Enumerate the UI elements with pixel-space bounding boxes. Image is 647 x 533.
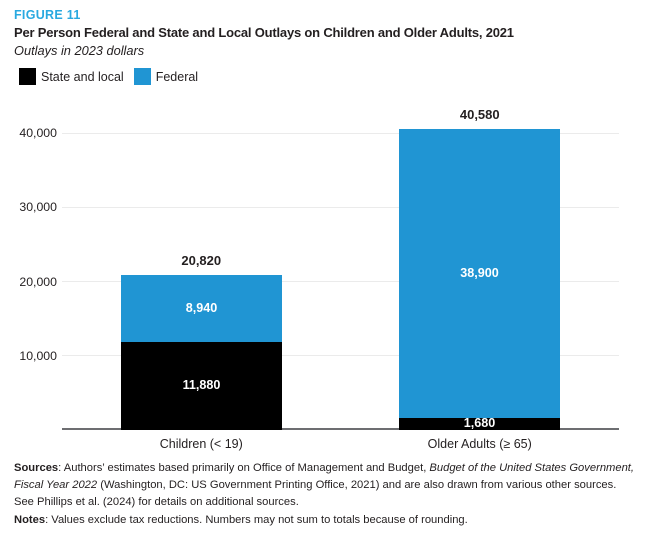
gridline-30000 — [62, 206, 619, 208]
notes-note: Notes: Values exclude tax reductions. Nu… — [14, 512, 635, 529]
bar-value-label: 38,900 — [460, 265, 499, 280]
sources-text: : Authors’ estimates based primarily on … — [58, 462, 430, 474]
gridline-40000 — [62, 132, 619, 134]
legend-swatch-icon — [19, 68, 36, 85]
sources-note: Sources: Authors’ estimates based primar… — [14, 460, 635, 511]
bar-total-label: 40,580 — [459, 106, 500, 122]
bar-value-label: 8,940 — [185, 301, 218, 316]
bar-segment-federal: 8,940 — [121, 275, 282, 342]
bar-value-label: 1,680 — [463, 416, 496, 431]
bar-segment-state-and-local: 1,680 — [399, 416, 560, 431]
x-axis-line — [62, 428, 619, 430]
legend-item-federal: Federal — [133, 68, 199, 85]
bar-segment-federal: 38,900 — [399, 128, 560, 418]
figure-number-label: FIGURE 11 — [14, 8, 81, 22]
bar-value-label: 11,880 — [182, 378, 221, 393]
legend-swatch-icon — [133, 68, 151, 85]
bar-total-label: 20,820 — [181, 253, 222, 269]
gridline-20000 — [62, 281, 619, 282]
x-axis-category-label: Children (< 19) — [159, 437, 243, 451]
notes-text: : Values exclude tax reductions. Numbers… — [45, 514, 468, 526]
y-axis-tick-label: 20,000 — [19, 274, 57, 289]
y-axis-tick-label: 10,000 — [19, 348, 57, 363]
chart-legend: State and local Federal — [19, 68, 208, 85]
y-axis-tick-label: 40,000 — [19, 126, 57, 140]
y-axis-tick-label: 30,000 — [19, 200, 57, 215]
sources-label: Sources — [14, 462, 59, 474]
chart-title: Per Person Federal and State and Local O… — [14, 25, 514, 40]
sources-citation: Budget of the United States Government, … — [14, 462, 635, 491]
gridline-10000 — [62, 355, 619, 357]
notes-label: Notes — [14, 514, 46, 526]
legend-label: Federal — [155, 69, 199, 84]
legend-label: State and local — [41, 69, 124, 84]
chart-subtitle: Outlays in 2023 dollars — [14, 43, 145, 58]
legend-item-state-and-local: State and local — [19, 68, 124, 85]
bar-segment-state-and-local: 11,880 — [121, 341, 282, 430]
x-axis-category-label: Older Adults (≥ 65) — [427, 437, 532, 451]
stacked-bar-chart: 10,000 20,000 30,000 40,000 11,880 8,940 20,82… — [0, 95, 647, 460]
sources-text-after: (Washington, DC: US Government Printing … — [14, 479, 617, 508]
